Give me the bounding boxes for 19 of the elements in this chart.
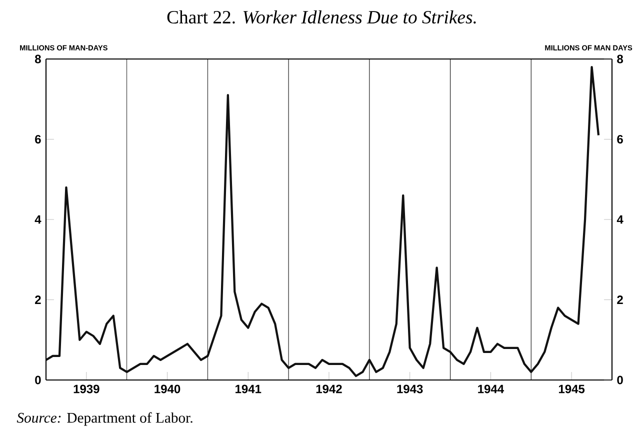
y2-tick-label: 8 (617, 54, 624, 64)
y-tick-label: 2 (35, 296, 41, 304)
y-tick-label: 0 (35, 376, 41, 384)
y2-tick-label: 2 (617, 296, 623, 304)
x-tick-label: 1943 (397, 384, 423, 394)
x-tick-label: 1944 (478, 384, 504, 394)
x-tick-label: 1940 (154, 384, 180, 394)
y2-tick-label: 6 (617, 135, 623, 144)
y2-tick-label: 0 (617, 376, 623, 384)
y-tick-label: 6 (35, 135, 41, 144)
text: Source: Department of Labor. (16, 412, 192, 426)
x-tick-label: 1941 (236, 384, 262, 394)
chart-title: Chart 22. Worker Idleness Due to Strikes. (167, 10, 476, 24)
x-tick-label: 1942 (316, 384, 342, 394)
y-tick-label: 8 (34, 54, 41, 64)
y-tick-label: 4 (34, 215, 42, 224)
x-tick-label: 1945 (558, 384, 585, 394)
y2-tick-label: 4 (616, 215, 624, 224)
x-tick-label: 1939 (74, 384, 100, 394)
